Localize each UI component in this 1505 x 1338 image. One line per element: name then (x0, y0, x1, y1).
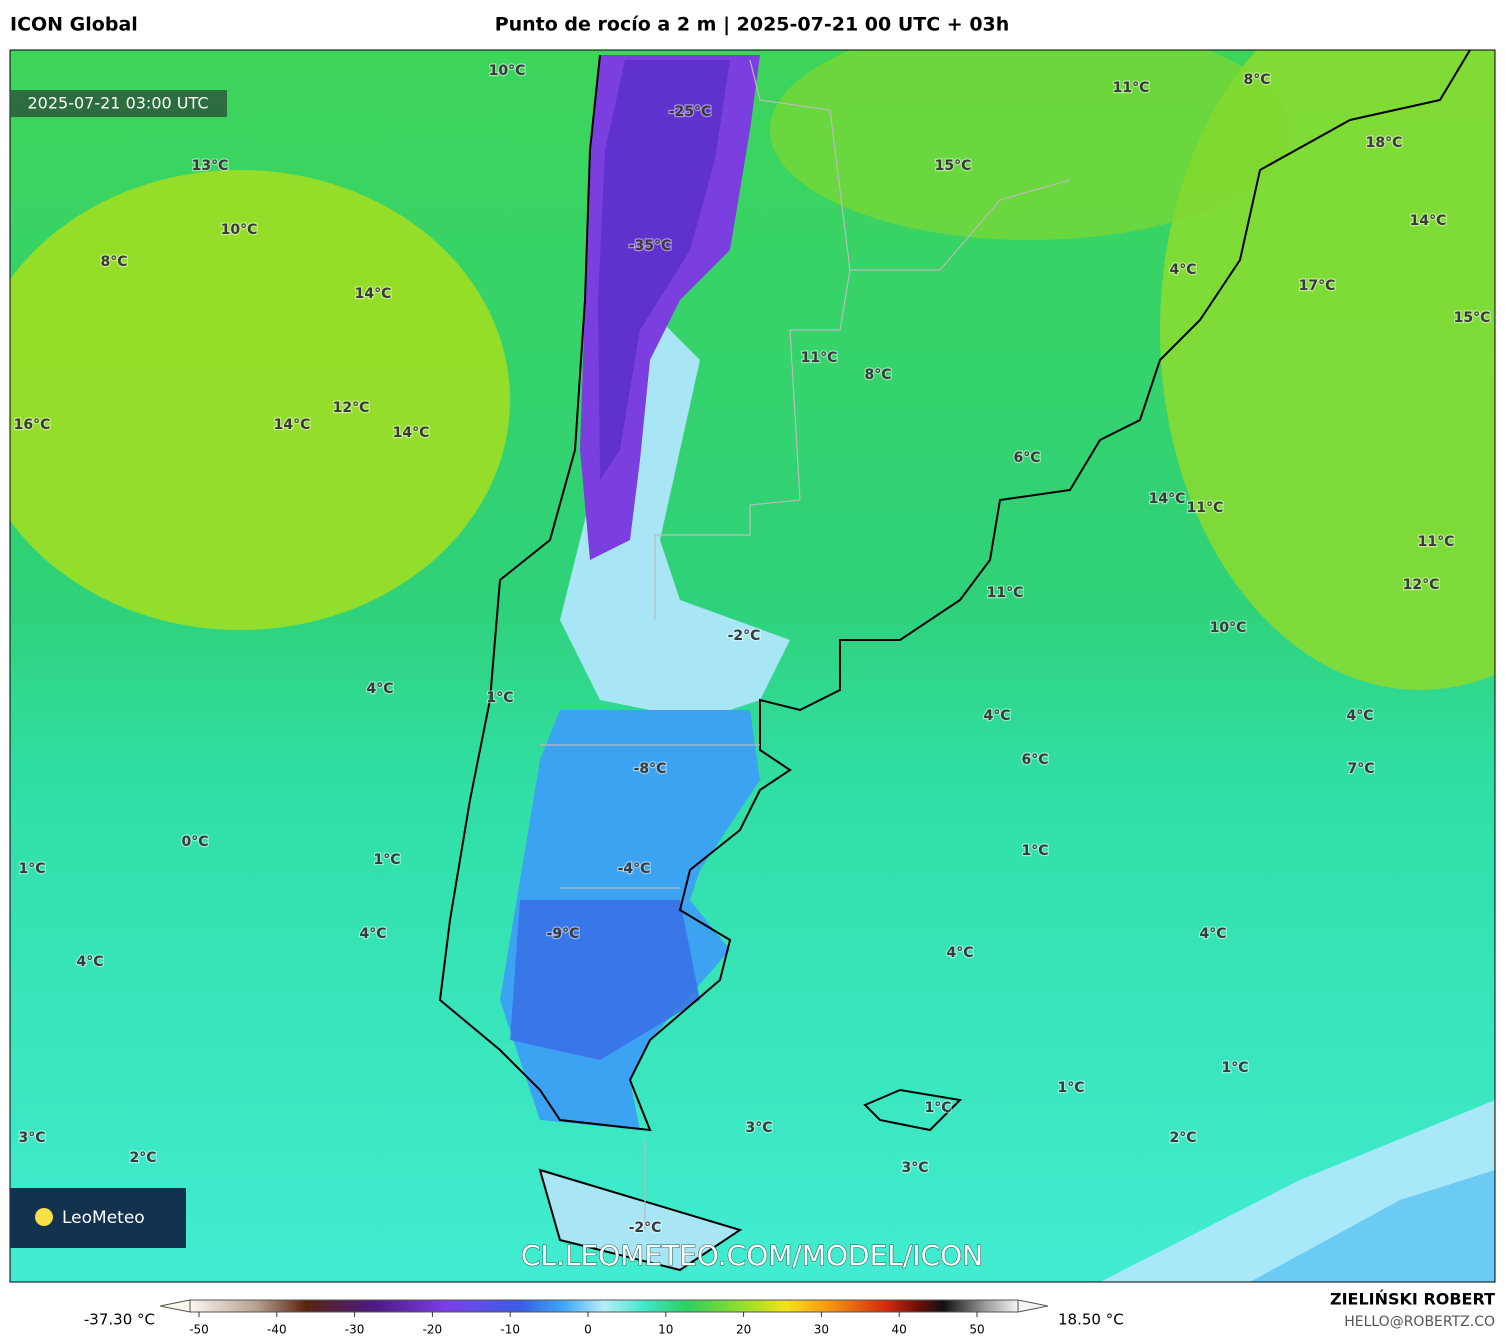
colorbar-tick-label: -40 (267, 1323, 287, 1337)
colorbar-tick-label: -10 (500, 1323, 520, 1337)
map-label: 18°C (1366, 135, 1403, 151)
map-label: 8°C (1243, 72, 1270, 88)
map-label: 14°C (1410, 213, 1447, 229)
map-label: 4°C (1346, 708, 1373, 724)
map-label: 14°C (1149, 491, 1186, 507)
map-label: 11°C (1113, 80, 1150, 96)
time-box (10, 90, 227, 117)
map-label: 11°C (1187, 500, 1224, 516)
map-label: 3°C (18, 1130, 45, 1146)
colorbar-tick-label: 50 (969, 1323, 984, 1337)
map-label: 4°C (359, 926, 386, 942)
contact: HELLO@ROBERTZ.CO (1344, 1314, 1495, 1330)
map-label: 4°C (366, 681, 393, 697)
map-label: 4°C (1169, 262, 1196, 278)
author: ZIELIŃSKI ROBERT (1330, 1290, 1495, 1309)
map-label: 11°C (801, 350, 838, 366)
map-label: 1°C (1057, 1080, 1084, 1096)
map-label: 4°C (946, 945, 973, 961)
field-warm (770, 50, 1290, 240)
model-name: ICON Global (10, 14, 138, 36)
colorbar-tick-label: 20 (736, 1323, 751, 1337)
map-label: 1°C (486, 690, 513, 706)
colorbar-tick-label: 0 (584, 1323, 592, 1337)
map-label: 2°C (1169, 1130, 1196, 1146)
map-label: 0°C (181, 834, 208, 850)
field-very-cold (598, 60, 730, 480)
map-label: 1°C (924, 1100, 951, 1116)
map-label: 1°C (18, 861, 45, 877)
map-label: 15°C (1454, 310, 1491, 326)
map-label: 4°C (983, 708, 1010, 724)
field-warm (1160, 50, 1495, 690)
map-label: 7°C (1347, 761, 1374, 777)
colorbar-tick-label: -20 (423, 1323, 443, 1337)
field-cool (1250, 1170, 1495, 1282)
map-label: 2°C (129, 1150, 156, 1166)
map-label: 8°C (864, 367, 891, 383)
map-label: 14°C (393, 425, 430, 441)
map-label: -35°C (629, 238, 672, 254)
map-label: 3°C (745, 1120, 772, 1136)
colorbar-extend (1017, 1299, 1049, 1313)
map-label: 4°C (1199, 926, 1226, 942)
map-label: 10°C (1210, 620, 1247, 636)
watermark: CL.LEOMETEO.COM/MODEL/ICON (521, 1239, 983, 1272)
map-label: -9°C (547, 926, 580, 942)
coastline (538, 1088, 963, 1272)
colorbar-tick-label: -30 (345, 1323, 365, 1337)
map-label: -4°C (618, 861, 651, 877)
map-label: 13°C (192, 158, 229, 174)
map-label: 11°C (1418, 534, 1455, 550)
map-label: 10°C (489, 63, 526, 79)
colorbar (189, 1299, 1019, 1313)
field-cold (510, 900, 700, 1060)
map-label: -2°C (728, 628, 761, 644)
map-label: -25°C (669, 104, 712, 120)
map-label: 12°C (1403, 577, 1440, 593)
map-label: 8°C (100, 254, 127, 270)
colorbar-extend (159, 1299, 191, 1313)
map-label: 4°C (76, 954, 103, 970)
map-label: 14°C (274, 417, 311, 433)
map-label: 10°C (221, 222, 258, 238)
map-label: -2°C (629, 1220, 662, 1236)
border (540, 59, 1071, 1230)
map-label: 11°C (987, 585, 1024, 601)
colorbar-tick-label: 10 (658, 1323, 673, 1337)
map-label: 12°C (333, 400, 370, 416)
label-layer: 10°C 11°C 8°C -25°C 18°C 13°C 15°C 10°C -35°C 14°… (12, 62, 1491, 1238)
coastline (438, 50, 1471, 1132)
colorbar-min: -37.30 °C (84, 1311, 155, 1329)
colorbar-tick-label: 40 (892, 1323, 907, 1337)
map-label: -8°C (634, 761, 667, 777)
map-frame (9, 49, 1496, 1283)
field-cool (540, 1170, 740, 1270)
map-label: 16°C (14, 417, 51, 433)
colorbar-tick-label: -50 (189, 1323, 209, 1337)
logo: LeoMeteo (62, 1208, 145, 1228)
map-label: 1°C (1221, 1060, 1248, 1076)
map-label: 17°C (1299, 278, 1336, 294)
map-label: 1°C (373, 852, 400, 868)
title: Punto de rocío a 2 m | 2025-07-21 00 UTC… (495, 14, 1010, 36)
map: 10°C 11°C 8°C -25°C 18°C 13°C 15°C 10°C -35°C 14°… (10, 50, 1495, 1282)
map-label: 14°C (355, 286, 392, 302)
map-label: 15°C (935, 158, 972, 174)
map-label: 6°C (1021, 752, 1048, 768)
map-label: 6°C (1013, 450, 1040, 466)
logo-sun (35, 1208, 53, 1226)
map-label: 1°C (1021, 843, 1048, 859)
valid-time: 2025-07-21 03:00 UTC (28, 94, 209, 113)
field-warm (10, 170, 510, 630)
colorbar-max: 18.50 °C (1058, 1311, 1124, 1329)
map-label: 3°C (901, 1160, 928, 1176)
colorbar-tick-label: 30 (814, 1323, 829, 1337)
